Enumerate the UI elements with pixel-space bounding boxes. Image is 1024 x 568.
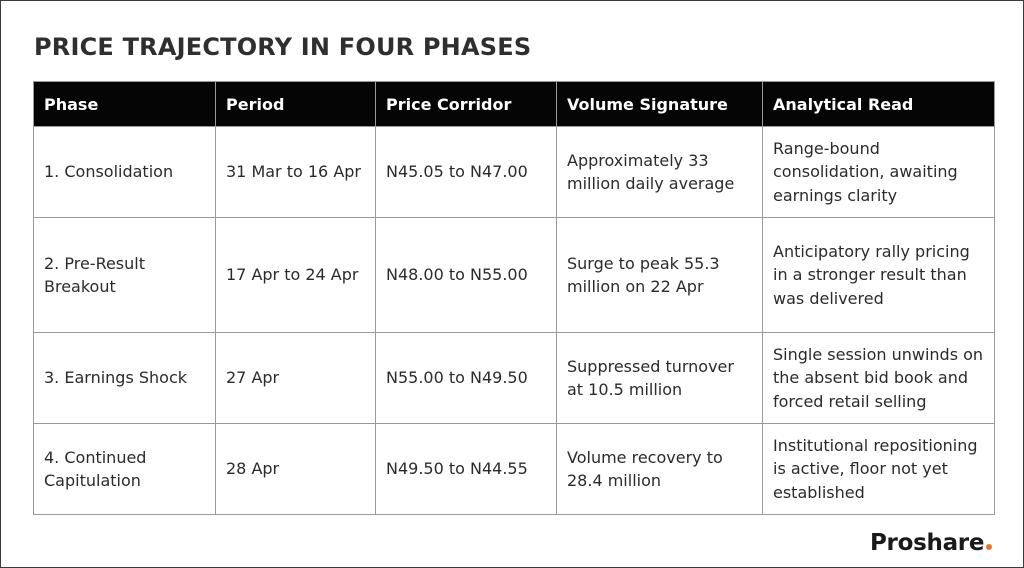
cell-price-corridor: N49.50 to N44.55 <box>375 423 557 515</box>
cell-analytical-read: Single session unwinds on the absent bid… <box>762 332 995 424</box>
cell-volume-signature: Surge to peak 55.3 million on 22 Apr <box>556 217 763 333</box>
cell-period: 27 Apr <box>215 332 376 424</box>
cell-volume-signature: Volume recovery to 28.4 million <box>556 423 763 515</box>
cell-phase: 4. Continued Capitulation <box>33 423 216 515</box>
table-row: 4. Continued Capitulation 28 Apr N49.50 … <box>33 423 995 515</box>
proshare-logo: Proshare <box>870 530 993 556</box>
cell-phase: 3. Earnings Shock <box>33 332 216 424</box>
cell-phase: 2. Pre-Result Breakout <box>33 217 216 333</box>
cell-period: 17 Apr to 24 Apr <box>215 217 376 333</box>
header-period: Period <box>215 81 376 127</box>
table-row: 3. Earnings Shock 27 Apr N55.00 to N49.5… <box>33 332 995 424</box>
cell-volume-signature: Suppressed turnover at 10.5 million <box>556 332 763 424</box>
table-row: 1. Consolidation 31 Mar to 16 Apr N45.05… <box>33 126 995 218</box>
header-phase: Phase <box>33 81 216 127</box>
cell-period: 31 Mar to 16 Apr <box>215 126 376 218</box>
phases-table: Phase Period Price Corridor Volume Signa… <box>33 81 995 515</box>
cell-price-corridor: N48.00 to N55.00 <box>375 217 557 333</box>
cell-phase: 1. Consolidation <box>33 126 216 218</box>
logo-text: Proshare <box>870 530 985 556</box>
header-volume-signature: Volume Signature <box>556 81 763 127</box>
header-analytical-read: Analytical Read <box>762 81 995 127</box>
page-title: PRICE TRAJECTORY IN FOUR PHASES <box>34 33 532 61</box>
cell-price-corridor: N55.00 to N49.50 <box>375 332 557 424</box>
cell-period: 28 Apr <box>215 423 376 515</box>
cell-analytical-read: Institutional repositioning is active, f… <box>762 423 995 515</box>
table-header-row: Phase Period Price Corridor Volume Signa… <box>33 81 995 127</box>
cell-volume-signature: Approximately 33 million daily average <box>556 126 763 218</box>
cell-price-corridor: N45.05 to N47.00 <box>375 126 557 218</box>
cell-analytical-read: Anticipatory rally pricing in a stronger… <box>762 217 995 333</box>
header-price-corridor: Price Corridor <box>375 81 557 127</box>
cell-analytical-read: Range-bound consolidation, awaiting earn… <box>762 126 995 218</box>
logo-dot-icon <box>986 544 993 550</box>
table-row: 2. Pre-Result Breakout 17 Apr to 24 Apr … <box>33 217 995 333</box>
